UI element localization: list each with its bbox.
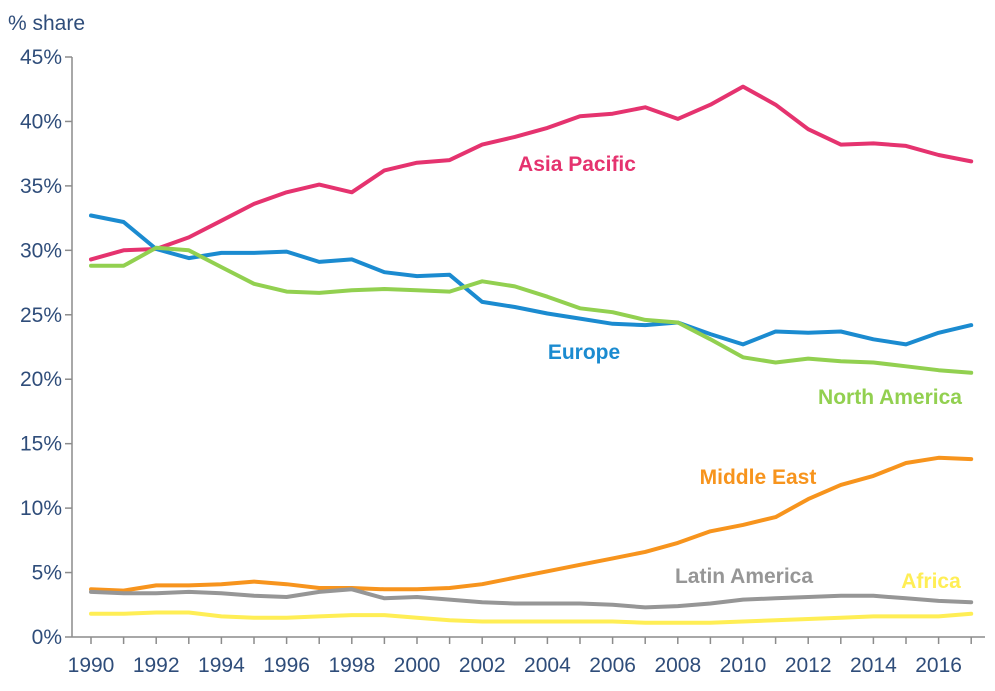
series-line-middle-east [89, 455, 974, 593]
series-label-europe: Europe [548, 341, 620, 364]
y-tick-label: 15% [20, 433, 62, 456]
y-tick-label: 35% [20, 175, 62, 198]
y-tick-label: 10% [20, 497, 62, 520]
y-tick-label: 5% [32, 562, 62, 585]
y-tick-label: 20% [20, 368, 62, 391]
series-line-africa [89, 610, 974, 625]
series-label-middle-east: Middle East [700, 466, 817, 489]
x-tick-label: 2008 [654, 654, 701, 677]
x-tick-label: 2004 [524, 654, 571, 677]
x-tick-label: 1996 [263, 654, 310, 677]
x-tick-label: 2016 [915, 654, 962, 677]
series-line-latin-america [89, 587, 974, 610]
series-labels: Asia Pacific Europe North America Middle Ea… [518, 153, 962, 593]
x-tick-label: 2000 [394, 654, 441, 677]
x-tick-label: 1998 [328, 654, 375, 677]
y-tick-label: 40% [20, 110, 62, 133]
x-tick-label: 2010 [720, 654, 767, 677]
series-label-asia-pacific: Asia Pacific [518, 153, 636, 176]
y-tick-label: 30% [20, 239, 62, 262]
y-axis-unit-label: % share [8, 12, 85, 35]
series-line-north-america [89, 245, 974, 375]
x-tick-label: 2006 [589, 654, 636, 677]
series-label-north-america: North America [818, 386, 962, 409]
axes: 0% 5% 10% 15% 20% 25% 30% 35% 40% 45% 1990 1992 1994… [20, 46, 985, 677]
x-tick-label: 1994 [198, 654, 245, 677]
y-tick-label: 45% [20, 46, 62, 69]
series-line-asia-pacific [89, 84, 974, 262]
y-tick-label: 25% [20, 304, 62, 327]
series-line-europe [89, 213, 974, 347]
y-tick-label: 0% [32, 626, 62, 649]
x-tick-label: 2002 [459, 654, 506, 677]
x-tick-label: 2014 [850, 654, 897, 677]
x-tick-label: 2012 [785, 654, 832, 677]
series-label-africa: Africa [901, 570, 961, 593]
series-label-latin-america: Latin America [675, 565, 813, 588]
x-tick-label: 1990 [68, 654, 115, 677]
x-tick-label: 1992 [133, 654, 180, 677]
series-group [89, 84, 974, 625]
